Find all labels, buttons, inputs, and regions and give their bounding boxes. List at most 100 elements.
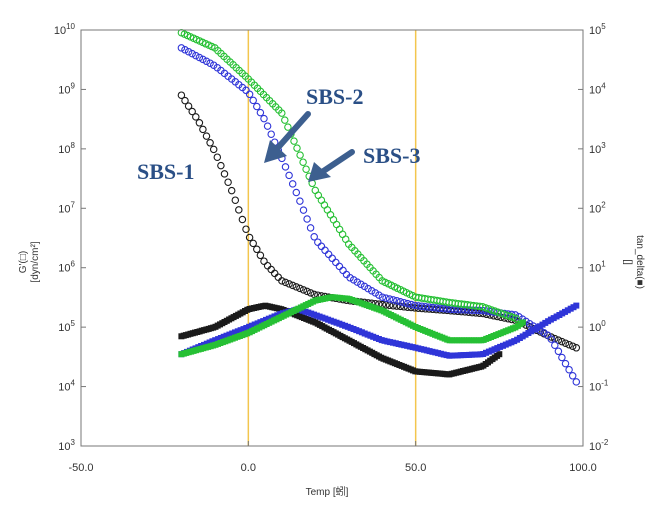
sbs-2-modulus-point xyxy=(249,96,257,105)
sbs-2-modulus-point xyxy=(253,102,261,111)
sbs-1-modulus-point xyxy=(235,206,243,214)
sbs-1-modulus-point xyxy=(389,301,397,310)
callout-sbs-2: SBS-2 xyxy=(306,84,363,109)
sbs-1-modulus-point xyxy=(547,333,555,341)
sbs-1-modulus-point xyxy=(184,102,193,110)
sbs-1-modulus-point xyxy=(227,186,236,195)
right-tick-label-7: 105 xyxy=(589,22,606,37)
sbs-2-modulus-point xyxy=(482,307,491,315)
sbs-2-modulus-point xyxy=(184,47,193,56)
sbs-2-modulus-point xyxy=(206,59,214,67)
series-sbs-1 xyxy=(177,91,581,378)
sbs-2-modulus-point xyxy=(464,306,473,314)
sbs-2-modulus-point xyxy=(245,90,254,99)
sbs-1-modulus-point xyxy=(263,261,272,270)
reference-lines xyxy=(247,30,417,446)
sbs-2-modulus-point xyxy=(378,293,387,301)
sbs-3-modulus-point xyxy=(299,158,307,166)
sbs-2-modulus-point xyxy=(403,299,412,308)
sbs-2-modulus-point xyxy=(263,122,272,130)
sbs-2-modulus-point xyxy=(310,233,318,241)
right-tick-label-3: 101 xyxy=(589,260,606,275)
x-tick-label-3: 100.0 xyxy=(569,462,597,474)
left-tick-label-6: 109 xyxy=(58,81,75,96)
sbs-1-modulus-point xyxy=(253,245,261,254)
left-tick-label-0: 103 xyxy=(58,438,75,453)
sbs-2-modulus-point xyxy=(468,306,476,314)
sbs-1-modulus-point xyxy=(260,257,268,265)
sbs-2-modulus-point xyxy=(292,188,301,197)
sbs-3-modulus-point xyxy=(281,116,289,124)
sbs-1-modulus-point xyxy=(504,314,512,323)
sbs-2-modulus-point xyxy=(296,197,304,205)
sbs-2-modulus-point xyxy=(561,359,570,368)
sbs-3-modulus-point xyxy=(512,314,520,323)
x-tick-label-0: -50.0 xyxy=(68,462,93,474)
plot-frame xyxy=(80,29,584,447)
sbs-2-tan-delta-point xyxy=(573,302,580,309)
sbs-2-modulus-point xyxy=(339,266,347,275)
sbs-2-modulus-point xyxy=(367,287,376,295)
sbs-2-modulus-point xyxy=(317,242,326,251)
sbs-3-modulus-point xyxy=(296,151,304,159)
sbs-1-modulus-point xyxy=(242,225,250,233)
sbs-1-modulus-point xyxy=(572,344,581,352)
left-tick-label-2: 105 xyxy=(58,319,75,334)
callout-sbs-3: SBS-3 xyxy=(363,143,420,168)
sbs-2-modulus-point xyxy=(267,130,275,138)
sbs-1-modulus-point xyxy=(199,125,207,134)
sbs-2-modulus-point xyxy=(285,171,293,180)
sbs-2-modulus-point xyxy=(428,303,437,312)
sbs-2-modulus-point xyxy=(504,310,512,318)
sbs-2-modulus-point xyxy=(400,298,408,307)
x-axis-title: Temp [蚓] xyxy=(306,486,349,498)
sbs-2-modulus-point xyxy=(192,51,200,60)
sbs-2-modulus-point xyxy=(306,224,315,232)
left-tick-label-5: 108 xyxy=(58,141,75,156)
series-sbs-2 xyxy=(177,44,581,386)
sbs-1-modulus-point xyxy=(206,139,214,147)
sbs-1-modulus-point xyxy=(561,339,570,347)
sbs-2-modulus-point xyxy=(565,365,573,374)
sbs-2-modulus-point xyxy=(551,341,559,349)
sbs-2-modulus-point xyxy=(328,254,336,263)
sbs-1-modulus-point xyxy=(281,278,290,287)
sbs-2-modulus-point xyxy=(393,297,401,305)
sbs-3-modulus-point xyxy=(290,137,298,145)
right-axis-title-2: [] xyxy=(622,259,633,265)
sbs-2-modulus-point xyxy=(177,44,186,52)
sbs-1-modulus-point xyxy=(238,215,247,224)
sbs-1-modulus-point xyxy=(278,277,286,285)
sbs-2-modulus-point xyxy=(432,304,441,312)
sbs-2-modulus-point xyxy=(418,302,426,311)
sbs-2-modulus-point xyxy=(199,55,207,64)
callout-sbs-1: SBS-1 xyxy=(137,159,194,184)
sbs-1-modulus-point xyxy=(249,239,257,248)
sbs-2-modulus-point xyxy=(568,372,577,380)
sbs-1-modulus-point xyxy=(256,251,265,260)
x-tick-label-1: 0.0 xyxy=(241,462,256,474)
right-axis: 10-2 10-1 100 101 102 103 104 105 xyxy=(578,22,609,453)
x-axis: -50.0 0.0 50.0 100.0 xyxy=(68,441,597,474)
sbs-1-modulus-point xyxy=(303,287,311,296)
sbs-1-modulus-point xyxy=(565,340,573,349)
sbs-2-modulus-point xyxy=(335,262,344,271)
sbs-2-modulus-point xyxy=(332,258,340,267)
sbs-3-modulus-point xyxy=(278,109,286,117)
sbs-1-modulus-point xyxy=(188,107,196,116)
sbs-2-modulus-point xyxy=(439,304,448,313)
sbs-2-modulus-point xyxy=(385,295,394,303)
right-tick-label-6: 104 xyxy=(589,81,606,96)
sbs-1-modulus-point xyxy=(296,284,304,293)
sbs-3-modulus-point xyxy=(302,165,310,173)
sbs-1-modulus-point xyxy=(306,289,315,297)
sbs-2-modulus-point xyxy=(411,301,419,310)
sbs-2-modulus-point xyxy=(572,378,581,386)
sbs-2-modulus-point xyxy=(421,302,430,311)
left-axis-title-2: [dyn/cm²] xyxy=(30,241,41,282)
right-tick-label-2: 100 xyxy=(589,319,606,334)
sbs-1-modulus-point xyxy=(209,145,218,154)
left-tick-label-3: 106 xyxy=(58,260,75,275)
sbs-1-storage-modulus xyxy=(177,91,581,352)
